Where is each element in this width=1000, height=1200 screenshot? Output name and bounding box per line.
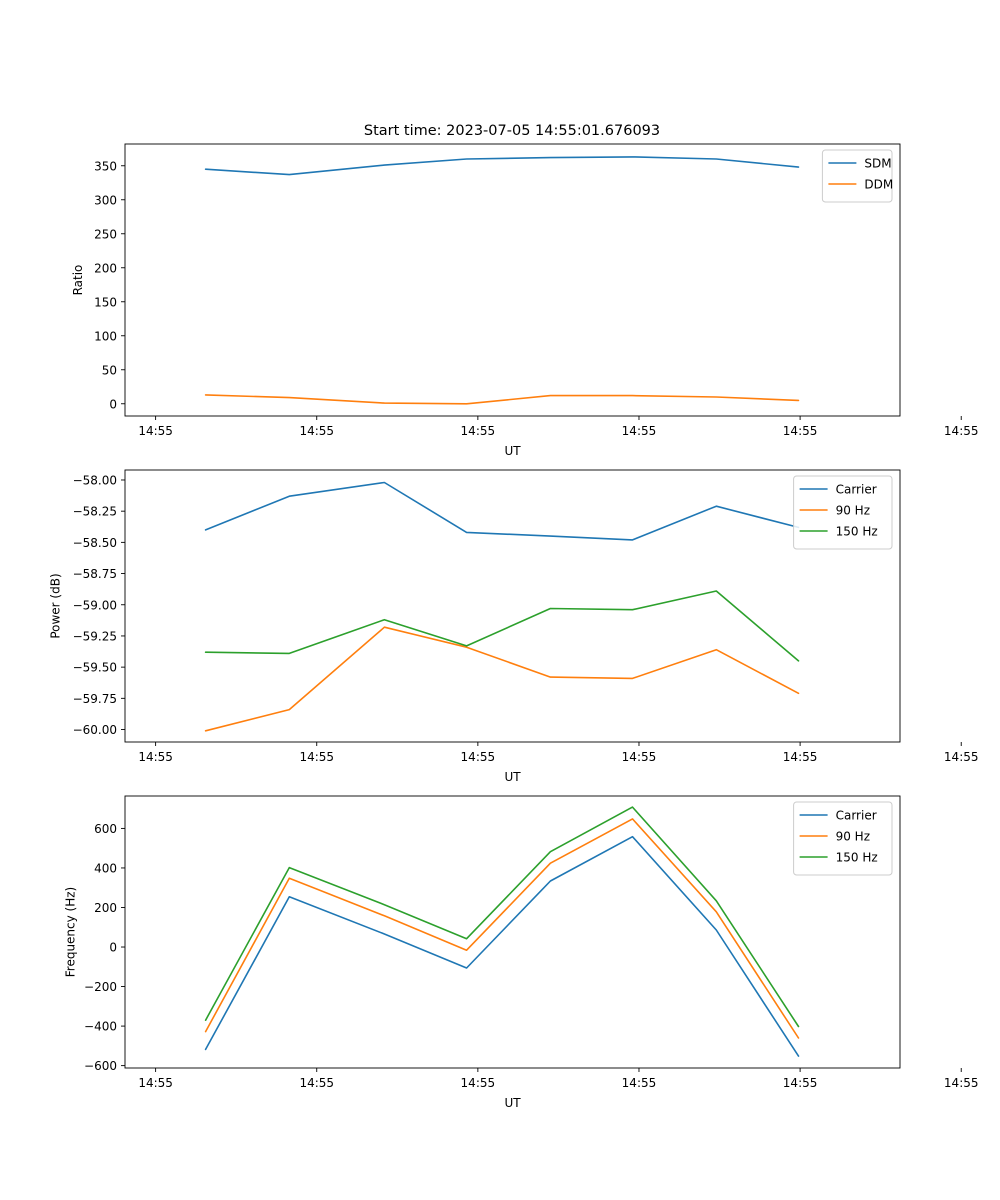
- series-line-90-hz: [204, 626, 800, 732]
- x-tick-label: 14:55: [783, 424, 818, 438]
- y-tick-label: −60.00: [73, 723, 117, 737]
- series-line-ddm: [204, 394, 800, 405]
- x-tick-label: 14:55: [783, 750, 818, 764]
- y-tick-label: −59.50: [73, 661, 117, 675]
- y-axis-label: Power (dB): [48, 573, 62, 638]
- x-tick-label: 14:55: [461, 1076, 496, 1090]
- y-tick-label: −58.25: [73, 505, 117, 519]
- y-tick-label: 600: [94, 822, 117, 836]
- y-tick-label: 0: [109, 397, 117, 411]
- y-tick-label: 350: [94, 159, 117, 173]
- y-tick-label: −58.75: [73, 567, 117, 581]
- legend-label: 90 Hz: [836, 504, 870, 518]
- x-tick-label: 14:55: [622, 424, 657, 438]
- series-line-90-hz: [204, 818, 800, 1039]
- x-axis-label: UT: [504, 1096, 521, 1110]
- series-line-carrier: [204, 481, 800, 541]
- y-tick-label: 400: [94, 861, 117, 875]
- y-tick-label: 200: [94, 901, 117, 915]
- x-tick-label: 14:55: [944, 1076, 979, 1090]
- legend-label: DDM: [864, 178, 893, 192]
- y-tick-label: 300: [94, 193, 117, 207]
- legend-label: 150 Hz: [836, 851, 878, 865]
- x-tick-label: 14:55: [299, 424, 334, 438]
- legend: Carrier 90 Hz 150 Hz: [793, 801, 893, 876]
- legend-label: 90 Hz: [836, 830, 870, 844]
- x-axis-label: UT: [504, 770, 521, 784]
- axes-frame: [124, 795, 901, 1069]
- y-tick-label: 50: [102, 363, 117, 377]
- subplot-2: 14:5514:5514:5514:5514:5514:5514:56−60.0…: [48, 469, 979, 784]
- x-tick-label: 14:55: [622, 1076, 657, 1090]
- y-axis-label: Frequency (Hz): [64, 887, 78, 978]
- x-tick-label: 14:55: [299, 1076, 334, 1090]
- x-tick-label: 14:55: [138, 1076, 173, 1090]
- y-tick-label: −59.25: [73, 629, 117, 643]
- y-tick-label: −58.50: [73, 536, 117, 550]
- x-tick-label: 14:55: [461, 750, 496, 764]
- series-line-150-hz: [204, 590, 800, 662]
- subplot-group: 14:5514:5514:5514:5514:5514:5514:5605010…: [48, 143, 979, 1110]
- legend-label: Carrier: [836, 809, 877, 823]
- x-axis-label: UT: [504, 444, 521, 458]
- y-tick-label: −200: [84, 980, 117, 994]
- series-line-carrier: [204, 835, 800, 1057]
- subplot-3: 14:5514:5514:5514:5514:5514:5514:56−600−…: [64, 795, 979, 1110]
- legend-label: Carrier: [836, 483, 877, 497]
- x-tick-label: 14:55: [783, 1076, 818, 1090]
- y-tick-label: 250: [94, 227, 117, 241]
- y-axis-label: Ratio: [71, 265, 85, 296]
- x-tick-label: 14:55: [944, 424, 979, 438]
- x-tick-label: 14:55: [622, 750, 657, 764]
- x-tick-label: 14:55: [461, 424, 496, 438]
- series-line-150-hz: [204, 806, 800, 1028]
- legend: SDM DDM: [821, 149, 893, 203]
- legend: Carrier 90 Hz 150 Hz: [793, 475, 893, 550]
- y-tick-label: −400: [84, 1020, 117, 1034]
- axes-frame: [124, 143, 901, 417]
- x-tick-label: 14:55: [299, 750, 334, 764]
- series-line-sdm: [204, 156, 800, 176]
- x-tick-label: 14:55: [944, 750, 979, 764]
- y-tick-label: 200: [94, 261, 117, 275]
- figure-title: Start time: 2023-07-05 14:55:01.676093: [364, 123, 660, 139]
- y-tick-label: −59.00: [73, 598, 117, 612]
- legend-label: 150 Hz: [836, 525, 878, 539]
- subplot-1: 14:5514:5514:5514:5514:5514:5514:5605010…: [71, 143, 979, 458]
- y-tick-label: 100: [94, 329, 117, 343]
- y-tick-label: −600: [84, 1059, 117, 1073]
- x-tick-label: 14:55: [138, 750, 173, 764]
- legend-label: SDM: [864, 157, 891, 171]
- y-tick-label: −59.75: [73, 692, 117, 706]
- y-tick-label: 0: [109, 941, 117, 955]
- axes-frame: [124, 469, 901, 743]
- y-tick-label: 150: [94, 295, 117, 309]
- x-tick-label: 14:55: [138, 424, 173, 438]
- y-tick-label: −58.00: [73, 473, 117, 487]
